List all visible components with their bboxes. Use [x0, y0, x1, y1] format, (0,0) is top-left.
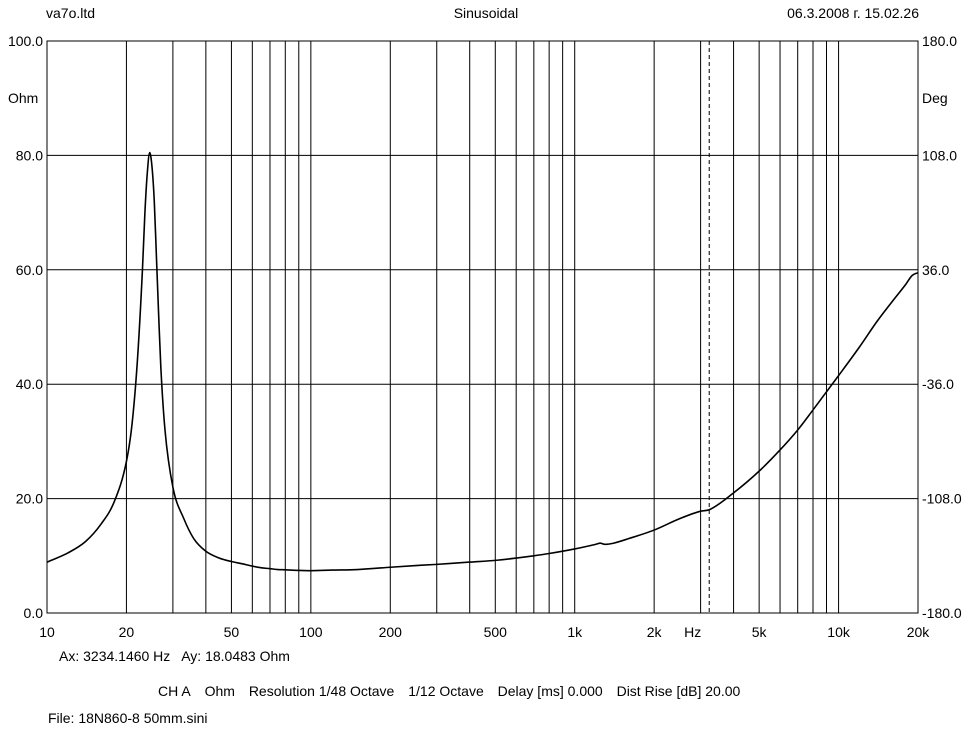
- x-tick-label: 1k: [567, 624, 583, 640]
- x-tick-label: 20: [119, 624, 135, 640]
- x-tick-label: 2k: [647, 624, 663, 640]
- unit-label: Ohm: [204, 683, 235, 699]
- x-tick-label: 10: [39, 624, 55, 640]
- y2-tick-label: -180.0: [922, 605, 962, 621]
- x-tick-label: 50: [224, 624, 240, 640]
- channel-label: CH A: [158, 683, 191, 699]
- y-tick-label: 40.0: [16, 376, 43, 392]
- smoothing-label: 1/12 Octave: [408, 683, 484, 699]
- y-tick-label: 80.0: [16, 147, 43, 163]
- x-tick-label: 5k: [752, 624, 768, 640]
- y2-tick-label: -36.0: [922, 376, 954, 392]
- impedance-curve: [46, 151, 919, 572]
- x-axis-tick-labels: 10 20 50 100 200 500 1k 2k 5k 10k 20k: [39, 624, 930, 640]
- y2-tick-label: 36.0: [922, 262, 949, 278]
- plot-border: [46, 40, 919, 614]
- cursor-readout: Ax: 3234.1460 Hz Ay: 18.0483 Ohm: [59, 648, 290, 664]
- x-tick-label: 100: [299, 624, 323, 640]
- cursor-x-readout: Ax: 3234.1460 Hz: [59, 648, 171, 664]
- x-axis-unit: Hz: [684, 624, 701, 640]
- y-tick-label: 20.0: [16, 491, 43, 507]
- x-tick-label: 20k: [907, 624, 931, 640]
- x-tick-label: 10k: [827, 624, 851, 640]
- cursor-y-readout: Ay: 18.0483 Ohm: [181, 648, 290, 664]
- y-axis-tick-labels: 0.0 20.0 40.0 60.0 80.0 100.0: [8, 33, 43, 621]
- file-name-label: File: 18N860-8 50mm.sini: [48, 710, 208, 726]
- y2-axis-unit: Deg: [922, 90, 948, 106]
- datetime-label: 06.3.2008 г. 15.02.26: [787, 5, 919, 21]
- y-axis-unit: Ohm: [8, 90, 38, 106]
- y-gridlines: [47, 154, 918, 500]
- x-tick-label: 200: [379, 624, 403, 640]
- y2-tick-label: 180.0: [922, 33, 957, 49]
- x-gridlines: [125, 41, 840, 613]
- resolution-label: Resolution 1/48 Octave: [248, 683, 395, 699]
- y2-axis-tick-labels: -180.0 -108.0 -36.0 36.0 108.0 180.0: [922, 33, 962, 621]
- y-tick-label: 100.0: [8, 33, 43, 49]
- measurement-settings: CH A Ohm Resolution 1/48 Octave 1/12 Oct…: [158, 683, 750, 699]
- company-label: va7o.ltd: [46, 5, 96, 21]
- y-tick-label: 60.0: [16, 262, 43, 278]
- y-tick-label: 0.0: [24, 605, 44, 621]
- measurement-mode-title: Sinusoidal: [453, 5, 519, 21]
- dist-rise-label: Dist Rise [dB] 20.00: [616, 683, 741, 699]
- x-tick-label: 500: [484, 624, 508, 640]
- delay-label: Delay [ms] 0.000: [497, 683, 603, 699]
- y2-tick-label: -108.0: [922, 491, 962, 507]
- y2-tick-label: 108.0: [922, 147, 957, 163]
